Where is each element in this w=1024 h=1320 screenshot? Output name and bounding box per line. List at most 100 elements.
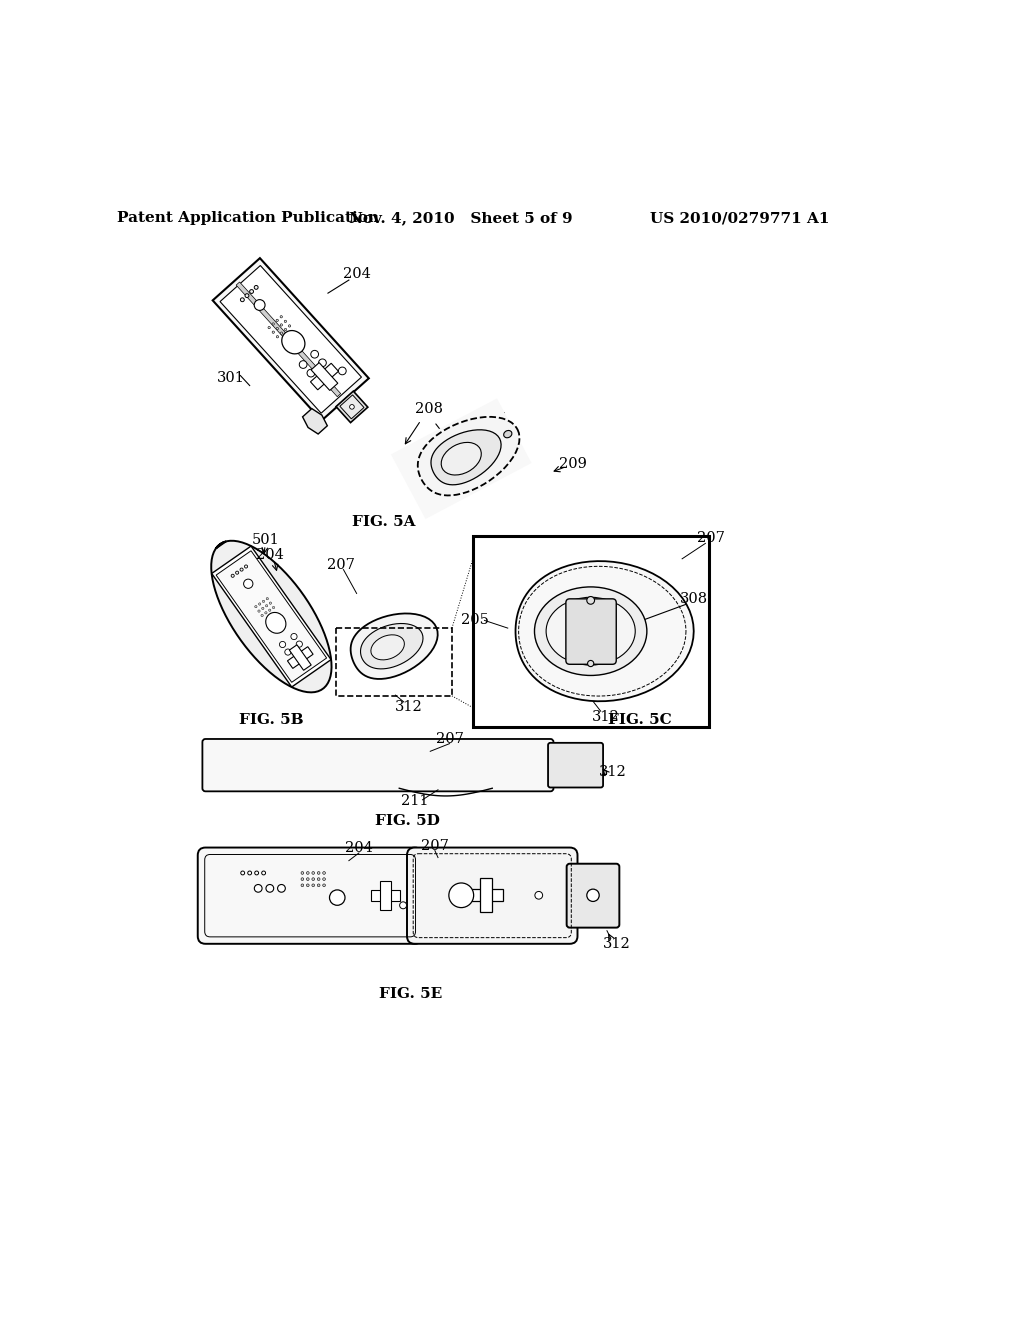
Ellipse shape — [248, 871, 252, 875]
Text: 205: 205 — [461, 614, 489, 627]
Ellipse shape — [299, 360, 307, 368]
FancyBboxPatch shape — [407, 847, 578, 944]
Ellipse shape — [258, 610, 260, 612]
Ellipse shape — [285, 329, 287, 331]
FancyBboxPatch shape — [203, 739, 554, 792]
Ellipse shape — [262, 601, 264, 602]
Ellipse shape — [296, 642, 302, 647]
Ellipse shape — [285, 649, 291, 655]
Ellipse shape — [278, 884, 286, 892]
Ellipse shape — [535, 891, 543, 899]
Ellipse shape — [311, 350, 318, 358]
Ellipse shape — [312, 871, 314, 874]
Ellipse shape — [281, 315, 283, 318]
Polygon shape — [237, 282, 341, 397]
Ellipse shape — [272, 323, 274, 325]
Text: 312: 312 — [592, 710, 621, 723]
Bar — [469, 890, 503, 902]
Ellipse shape — [330, 890, 345, 906]
Ellipse shape — [245, 565, 248, 568]
Ellipse shape — [265, 611, 267, 614]
Text: 207: 207 — [435, 733, 464, 746]
Text: 204: 204 — [345, 841, 373, 855]
Ellipse shape — [254, 285, 258, 289]
Ellipse shape — [261, 614, 263, 616]
Ellipse shape — [280, 642, 286, 648]
Ellipse shape — [318, 359, 327, 367]
Polygon shape — [391, 399, 531, 519]
Ellipse shape — [339, 367, 346, 375]
Ellipse shape — [301, 884, 304, 887]
Ellipse shape — [449, 883, 474, 908]
Ellipse shape — [546, 597, 635, 665]
Polygon shape — [212, 546, 331, 686]
Ellipse shape — [312, 878, 314, 880]
Text: 207: 207 — [478, 412, 506, 425]
Ellipse shape — [272, 606, 274, 609]
Text: Nov. 4, 2010   Sheet 5 of 9: Nov. 4, 2010 Sheet 5 of 9 — [349, 211, 573, 226]
Ellipse shape — [317, 878, 321, 880]
Text: Patent Application Publication: Patent Application Publication — [117, 211, 379, 226]
Ellipse shape — [399, 902, 407, 908]
Polygon shape — [360, 623, 423, 669]
Ellipse shape — [587, 890, 599, 902]
Ellipse shape — [282, 330, 305, 354]
Text: FIG. 5A: FIG. 5A — [352, 515, 416, 529]
Ellipse shape — [285, 321, 287, 322]
Ellipse shape — [301, 871, 304, 874]
Ellipse shape — [268, 326, 270, 329]
Text: FIG. 5D: FIG. 5D — [375, 813, 439, 828]
Text: 312: 312 — [598, 766, 627, 779]
Text: 501: 501 — [251, 532, 280, 546]
Ellipse shape — [317, 871, 321, 874]
Text: 204: 204 — [256, 548, 284, 562]
Ellipse shape — [254, 884, 262, 892]
Polygon shape — [350, 614, 437, 678]
Text: 312: 312 — [602, 937, 630, 950]
Polygon shape — [211, 541, 332, 693]
Text: 312: 312 — [394, 700, 423, 714]
Ellipse shape — [504, 430, 512, 438]
Ellipse shape — [236, 572, 239, 574]
Ellipse shape — [276, 335, 279, 338]
Bar — [480, 878, 493, 912]
Ellipse shape — [587, 597, 595, 605]
Ellipse shape — [255, 606, 257, 607]
Text: FIG. 5B: FIG. 5B — [239, 714, 304, 727]
Ellipse shape — [254, 300, 265, 310]
Ellipse shape — [262, 871, 265, 875]
Ellipse shape — [281, 323, 283, 326]
FancyBboxPatch shape — [548, 743, 603, 788]
Ellipse shape — [268, 609, 271, 611]
Text: US 2010/0279771 A1: US 2010/0279771 A1 — [650, 211, 830, 226]
Ellipse shape — [371, 635, 404, 660]
Text: 301: 301 — [217, 371, 245, 385]
Ellipse shape — [306, 884, 309, 887]
Polygon shape — [418, 417, 519, 495]
Text: 308: 308 — [680, 591, 708, 606]
Ellipse shape — [245, 294, 249, 297]
Text: FIG. 5C: FIG. 5C — [607, 714, 672, 727]
Ellipse shape — [272, 331, 274, 334]
Bar — [371, 890, 400, 900]
Ellipse shape — [312, 884, 314, 887]
FancyBboxPatch shape — [198, 847, 423, 944]
Ellipse shape — [258, 603, 261, 605]
Ellipse shape — [241, 298, 245, 302]
Text: 207: 207 — [421, 840, 449, 853]
Text: 207: 207 — [697, 531, 725, 545]
Ellipse shape — [441, 442, 481, 475]
Bar — [473, 536, 710, 726]
Ellipse shape — [535, 587, 647, 676]
Bar — [336, 628, 452, 696]
Polygon shape — [515, 561, 693, 701]
Ellipse shape — [269, 602, 271, 605]
Text: 209: 209 — [559, 457, 587, 471]
Ellipse shape — [266, 612, 286, 634]
Ellipse shape — [276, 327, 279, 330]
Polygon shape — [431, 430, 501, 484]
Polygon shape — [213, 259, 369, 421]
Ellipse shape — [255, 871, 259, 875]
Polygon shape — [220, 265, 361, 413]
Ellipse shape — [323, 884, 326, 887]
